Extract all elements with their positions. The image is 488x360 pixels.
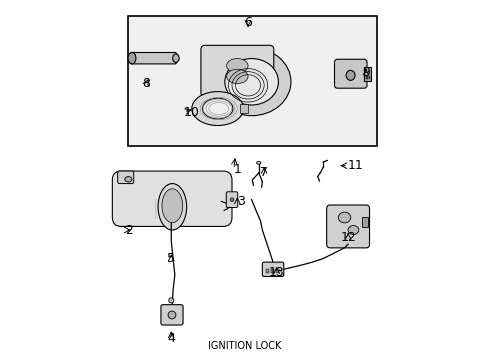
Text: 3: 3 [237, 195, 244, 208]
FancyBboxPatch shape [130, 53, 176, 64]
FancyBboxPatch shape [161, 305, 183, 325]
Text: 4: 4 [167, 333, 175, 346]
Text: 10: 10 [183, 105, 199, 119]
Ellipse shape [168, 298, 173, 303]
Ellipse shape [226, 69, 247, 84]
FancyBboxPatch shape [112, 171, 231, 226]
Text: 6: 6 [244, 16, 251, 29]
Ellipse shape [338, 212, 350, 223]
Bar [128, 16, 376, 146]
Ellipse shape [230, 198, 233, 202]
Ellipse shape [224, 59, 278, 105]
Bar [368, 76, 369, 79]
Text: 7: 7 [260, 166, 267, 179]
FancyBboxPatch shape [226, 192, 237, 207]
Ellipse shape [128, 53, 136, 64]
Ellipse shape [162, 189, 183, 223]
Ellipse shape [202, 98, 232, 119]
Text: 8: 8 [142, 77, 150, 90]
Ellipse shape [212, 48, 290, 116]
Ellipse shape [256, 161, 261, 164]
Ellipse shape [168, 311, 176, 319]
FancyBboxPatch shape [262, 262, 283, 276]
Bar [362, 217, 367, 227]
Text: 5: 5 [167, 252, 175, 265]
FancyBboxPatch shape [118, 171, 134, 184]
Text: 1: 1 [233, 163, 241, 176]
Ellipse shape [347, 226, 358, 234]
Ellipse shape [124, 177, 132, 182]
Bar [240, 104, 247, 113]
Bar [365, 76, 366, 79]
FancyBboxPatch shape [326, 205, 369, 248]
Text: 12: 12 [340, 231, 355, 244]
FancyBboxPatch shape [334, 59, 366, 88]
Ellipse shape [158, 184, 186, 230]
Text: 11: 11 [347, 159, 363, 172]
Ellipse shape [191, 91, 243, 126]
Bar [275, 269, 279, 273]
Text: 13: 13 [268, 266, 284, 279]
Bar [265, 269, 268, 273]
Ellipse shape [226, 59, 247, 73]
Ellipse shape [346, 70, 354, 80]
Text: 9: 9 [361, 66, 369, 79]
Text: 2: 2 [124, 224, 132, 237]
Ellipse shape [172, 54, 179, 63]
Bar [364, 67, 370, 81]
Bar [270, 269, 274, 273]
FancyBboxPatch shape [201, 45, 273, 97]
Bar [366, 76, 367, 79]
Text: IGNITION LOCK: IGNITION LOCK [207, 342, 281, 351]
